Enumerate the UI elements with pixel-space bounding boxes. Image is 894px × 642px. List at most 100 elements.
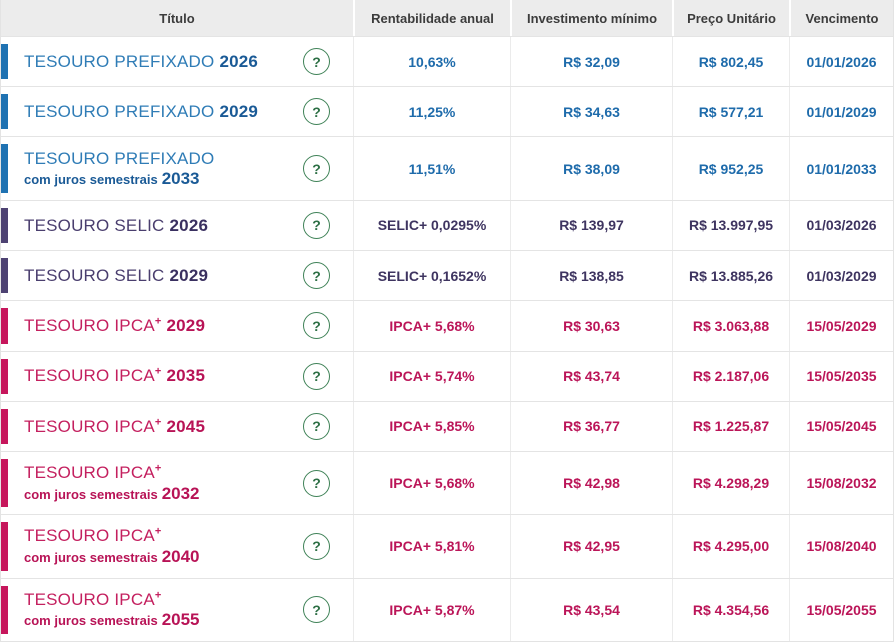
bond-title: TESOURO PREFIXADO 2026: [24, 52, 258, 72]
table-row[interactable]: TESOURO PREFIXADO com juros semestrais 20…: [1, 136, 893, 200]
rate-spread: + 5,68%: [422, 475, 475, 492]
help-icon[interactable]: ?: [303, 262, 330, 290]
help-icon[interactable]: ?: [303, 362, 330, 390]
bond-title-line2: com juros semestrais 2032: [24, 484, 200, 504]
bond-subtitle: com juros semestrais: [24, 486, 158, 502]
annual-rate-cell: 11,51%: [353, 137, 510, 200]
bond-title-cell[interactable]: TESOURO IPCA+ 2045 ?: [1, 402, 353, 451]
table-row[interactable]: TESOURO IPCA+ com juros semestrais 2055 ?…: [1, 577, 893, 641]
bond-year: 2032: [161, 483, 200, 503]
minimum-investment-cell: R$ 42,98: [510, 451, 672, 515]
bond-color-bar: [1, 522, 8, 571]
bond-year: 2029: [166, 316, 206, 336]
bond-title-cell[interactable]: TESOURO PREFIXADO 2029 ?: [1, 87, 353, 136]
bond-year: 2045: [166, 416, 206, 436]
bond-title-line1: TESOURO IPCA+ 2045: [24, 416, 206, 437]
rate-index: IPCA: [389, 317, 423, 334]
bond-color-bar: [1, 207, 8, 244]
help-icon[interactable]: ?: [303, 155, 330, 183]
bond-title-line1: TESOURO IPCA+: [24, 526, 200, 546]
help-icon[interactable]: ?: [303, 532, 330, 560]
plus-superscript: +: [154, 462, 162, 475]
maturity-date-cell: 01/01/2026: [789, 37, 893, 87]
maturity-date-cell: 15/05/2035: [789, 351, 893, 401]
bond-name: TESOURO SELIC: [24, 265, 165, 285]
table-row[interactable]: TESOURO IPCA+ com juros semestrais 2040 ?…: [1, 514, 893, 578]
help-icon[interactable]: ?: [303, 596, 330, 624]
bond-title-cell[interactable]: TESOURO SELIC 2026 ?: [1, 201, 353, 250]
maturity-date-cell: 01/03/2029: [789, 251, 893, 301]
table-row[interactable]: TESOURO IPCA+ 2035 ? IPCA + 5,74% R$ 43,7…: [1, 350, 893, 401]
bond-title-cell[interactable]: TESOURO IPCA+ com juros semestrais 2032 ?: [1, 452, 353, 514]
bond-name: TESOURO IPCA: [24, 416, 155, 436]
help-icon[interactable]: ?: [303, 469, 330, 497]
rate-index: IPCA: [389, 418, 423, 435]
bond-color-bar: [1, 458, 8, 508]
minimum-investment-cell: R$ 43,74: [510, 351, 672, 401]
bond-title-line1: TESOURO IPCA+ 2035: [24, 366, 205, 386]
rate-index: 11,25%: [408, 103, 456, 120]
rate-spread: + 5,74%: [422, 368, 475, 385]
bond-title: TESOURO IPCA+ com juros semestrais 2040: [24, 526, 200, 566]
help-icon[interactable]: ?: [303, 98, 330, 126]
rate-index: IPCA: [389, 368, 423, 385]
help-icon[interactable]: ?: [303, 211, 330, 239]
bond-title-cell[interactable]: TESOURO PREFIXADO 2026 ?: [1, 37, 353, 86]
bond-subtitle: com juros semestrais: [24, 549, 158, 565]
table-row[interactable]: TESOURO IPCA+ 2029 ? IPCA + 5,68% R$ 30,6…: [1, 300, 893, 351]
bond-title-line1: TESOURO IPCA+: [24, 590, 200, 610]
bond-title-cell[interactable]: TESOURO IPCA+ 2029 ?: [1, 301, 353, 350]
table-row[interactable]: TESOURO IPCA+ 2045 ? IPCA + 5,85% R$ 36,7…: [1, 400, 893, 451]
bond-name: TESOURO IPCA: [24, 589, 155, 609]
table-row[interactable]: TESOURO PREFIXADO 2029 ? 11,25% R$ 34,63 …: [1, 86, 893, 137]
bond-title: TESOURO IPCA+ 2029: [24, 316, 205, 336]
bond-title: TESOURO IPCA+ com juros semestrais 2032: [24, 463, 200, 503]
maturity-date-cell: 15/05/2055: [789, 578, 893, 641]
table-row[interactable]: TESOURO SELIC 2026 ? SELIC + 0,0295% R$ 1…: [1, 199, 893, 251]
bond-title-cell[interactable]: TESOURO SELIC 2029 ?: [1, 251, 353, 300]
table-row[interactable]: TESOURO PREFIXADO 2026 ? 10,63% R$ 32,09 …: [1, 36, 893, 87]
help-icon[interactable]: ?: [303, 312, 330, 340]
bond-title-line2: com juros semestrais 2055: [24, 610, 200, 630]
minimum-investment-cell: R$ 32,09: [510, 37, 672, 87]
plus-superscript: +: [154, 365, 162, 378]
annual-rate-cell: 10,63%: [353, 37, 510, 87]
bond-name: TESOURO IPCA: [24, 316, 155, 336]
maturity-date-cell: 01/03/2026: [789, 200, 893, 251]
bond-name: TESOURO PREFIXADO: [24, 102, 215, 122]
column-header-titulo: Título: [159, 10, 195, 26]
bond-name: TESOURO SELIC: [24, 215, 165, 235]
rate-spread: + 5,81%: [422, 538, 475, 555]
rate-spread: + 0,1652%: [418, 267, 487, 284]
annual-rate-cell: IPCA + 5,68%: [353, 301, 510, 351]
bond-color-bar: [1, 144, 8, 193]
help-icon[interactable]: ?: [303, 48, 330, 76]
table-row[interactable]: TESOURO IPCA+ com juros semestrais 2032 ?…: [1, 450, 893, 515]
unit-price-cell: R$ 4.295,00: [672, 515, 789, 578]
bond-title-cell[interactable]: TESOURO IPCA+ com juros semestrais 2055 ?: [1, 579, 353, 641]
column-header-investimento-minimo: Investimento mínimo: [510, 0, 672, 36]
column-header-vencimento: Vencimento: [789, 0, 893, 36]
help-icon[interactable]: ?: [303, 412, 330, 440]
plus-superscript: +: [154, 589, 162, 602]
rate-index: IPCA: [389, 475, 423, 492]
bond-name: TESOURO IPCA: [24, 526, 155, 546]
unit-price-cell: R$ 577,21: [672, 87, 789, 137]
rate-index: IPCA: [389, 538, 423, 555]
table-header: Título Rentabilidade anual Investimento …: [1, 0, 893, 36]
bond-year: 2055: [161, 610, 200, 630]
bond-title-cell[interactable]: TESOURO IPCA+ 2035 ?: [1, 352, 353, 401]
table-row[interactable]: TESOURO SELIC 2029 ? SELIC + 0,1652% R$ 1…: [1, 250, 893, 301]
annual-rate-cell: SELIC + 0,1652%: [353, 251, 510, 301]
minimum-investment-cell: R$ 43,54: [510, 578, 672, 641]
bond-name: TESOURO IPCA: [24, 366, 155, 386]
annual-rate-cell: IPCA + 5,85%: [353, 401, 510, 451]
bond-name: TESOURO PREFIXADO: [24, 148, 215, 168]
unit-price-cell: R$ 13.997,95: [672, 200, 789, 251]
bond-title-cell[interactable]: TESOURO IPCA+ com juros semestrais 2040 ?: [1, 515, 353, 577]
rate-index: SELIC: [377, 267, 419, 284]
bond-year: 2035: [166, 366, 206, 386]
bond-year: 2029: [169, 265, 209, 285]
bond-title-cell[interactable]: TESOURO PREFIXADO com juros semestrais 20…: [1, 137, 353, 199]
bond-title-line2: com juros semestrais 2040: [24, 547, 200, 567]
